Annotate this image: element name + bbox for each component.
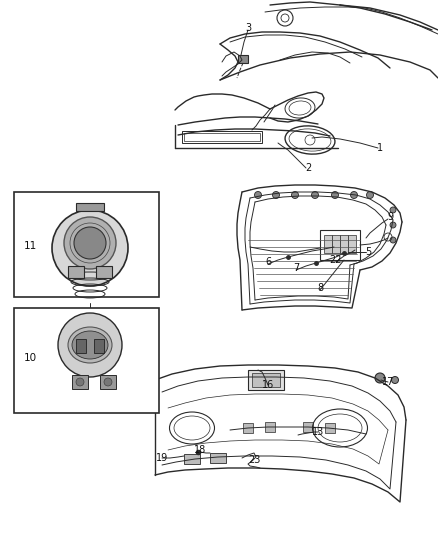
Bar xyxy=(14,308,159,413)
Text: 2: 2 xyxy=(305,163,311,173)
Bar xyxy=(265,422,275,432)
Text: 22: 22 xyxy=(330,255,342,265)
Bar xyxy=(303,422,313,432)
Circle shape xyxy=(64,217,116,269)
Bar xyxy=(76,203,104,211)
Circle shape xyxy=(390,222,396,228)
Circle shape xyxy=(367,191,374,198)
Bar xyxy=(76,339,86,353)
Text: 13: 13 xyxy=(312,427,324,437)
Bar xyxy=(14,192,159,297)
Ellipse shape xyxy=(68,327,112,363)
Circle shape xyxy=(375,373,385,383)
Bar xyxy=(252,373,280,387)
Circle shape xyxy=(390,237,396,243)
Bar xyxy=(184,133,260,141)
Circle shape xyxy=(254,191,261,198)
Bar xyxy=(184,454,200,464)
Text: 8: 8 xyxy=(317,283,323,293)
Text: 5: 5 xyxy=(365,247,371,257)
Text: 9: 9 xyxy=(387,212,393,222)
Circle shape xyxy=(52,210,128,286)
Bar xyxy=(324,235,332,253)
Circle shape xyxy=(332,191,339,198)
Circle shape xyxy=(392,376,399,384)
Bar xyxy=(340,235,348,253)
Circle shape xyxy=(390,207,396,213)
Text: 10: 10 xyxy=(54,333,66,343)
Text: 23: 23 xyxy=(248,455,260,465)
Bar xyxy=(72,375,88,389)
Text: 3: 3 xyxy=(245,23,251,33)
Circle shape xyxy=(292,191,299,198)
Circle shape xyxy=(272,191,279,198)
Circle shape xyxy=(311,191,318,198)
Circle shape xyxy=(350,191,357,198)
Bar xyxy=(182,131,262,143)
Bar xyxy=(243,423,253,433)
Text: 17: 17 xyxy=(382,377,394,387)
Text: 6: 6 xyxy=(265,257,271,267)
Bar xyxy=(320,230,360,260)
Circle shape xyxy=(104,378,112,386)
Text: 11: 11 xyxy=(40,223,52,233)
Bar xyxy=(238,55,248,63)
Bar xyxy=(248,370,284,390)
Circle shape xyxy=(74,227,106,259)
Bar xyxy=(332,235,340,253)
Text: 10: 10 xyxy=(24,353,36,363)
Text: 19: 19 xyxy=(156,453,168,463)
Bar xyxy=(325,423,335,433)
Circle shape xyxy=(76,378,84,386)
Bar xyxy=(210,453,226,463)
Text: 16: 16 xyxy=(262,380,274,390)
Text: 18: 18 xyxy=(194,445,206,455)
Bar xyxy=(348,235,356,253)
Bar xyxy=(68,266,84,278)
Bar xyxy=(94,339,104,353)
Circle shape xyxy=(58,313,122,377)
Text: 11: 11 xyxy=(23,241,37,251)
Bar xyxy=(100,375,116,389)
Text: 7: 7 xyxy=(293,263,299,273)
Bar xyxy=(96,266,112,278)
Ellipse shape xyxy=(72,331,108,359)
Text: 1: 1 xyxy=(377,143,383,153)
